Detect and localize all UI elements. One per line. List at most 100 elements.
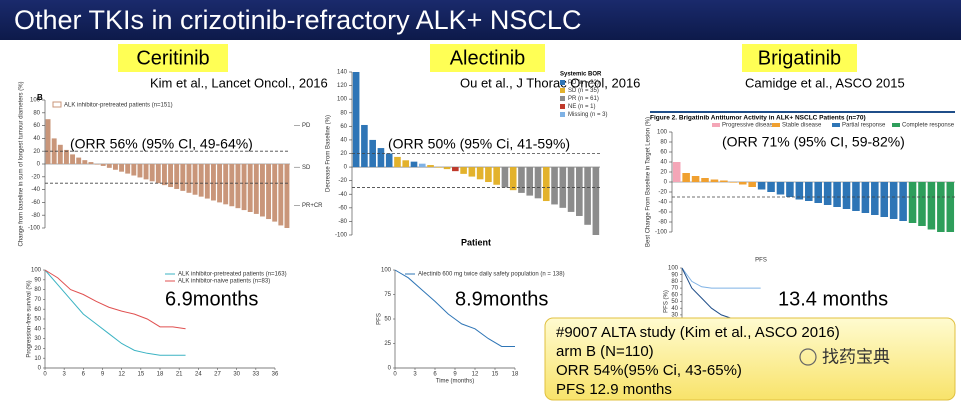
- bar: [235, 164, 241, 209]
- x-tick-label: 30: [233, 372, 240, 378]
- bar: [576, 167, 583, 216]
- legend-label: ALK inhibitor-naive patients (n=83): [178, 279, 270, 285]
- y-tick-label: -40: [658, 200, 667, 206]
- y-tick-label: 80: [660, 140, 667, 146]
- bar: [889, 182, 898, 219]
- bar: [937, 182, 945, 232]
- y-tick-label: 40: [34, 326, 41, 332]
- bar: [729, 182, 738, 183]
- bar: [526, 167, 534, 196]
- legend-swatch: [560, 88, 565, 93]
- survival-curve: [394, 269, 515, 347]
- y-tick-label: 100: [30, 98, 41, 104]
- bar: [278, 164, 284, 226]
- y-tick-label: 40: [671, 306, 678, 312]
- x-tick-label: 9: [101, 372, 105, 378]
- x-axis-label: Time (months): [436, 379, 474, 385]
- bar: [534, 167, 542, 199]
- bar: [493, 167, 500, 185]
- orr-text: (ORR 50% (95% Ci, 41-59%): [388, 136, 570, 152]
- x-tick-label: 9: [453, 372, 457, 378]
- bar: [247, 164, 253, 212]
- legend-swatch: [832, 123, 840, 127]
- y-axis-label: Change from baseline in sum of longest t…: [19, 81, 25, 246]
- bar: [284, 164, 290, 228]
- bar: [805, 182, 813, 201]
- y-tick-label: 0: [344, 165, 348, 171]
- survival-curve: [44, 269, 186, 356]
- y-tick-label: 25: [384, 341, 391, 347]
- survival-curve: [681, 267, 761, 289]
- bar: [871, 182, 879, 215]
- bar: [786, 182, 794, 197]
- x-tick-label: 6: [82, 372, 86, 378]
- bar: [352, 72, 360, 168]
- bar: [266, 164, 272, 220]
- bar: [100, 164, 106, 166]
- bar: [410, 161, 418, 168]
- y-tick-label: 80: [340, 110, 347, 116]
- y-tick-label: 100: [668, 266, 679, 272]
- y-tick-label: 40: [340, 137, 347, 143]
- y-tick-label: 30: [34, 336, 41, 342]
- bar: [691, 176, 700, 182]
- drug-tag: [742, 44, 857, 72]
- watermark-icon: [799, 348, 817, 366]
- legend-label: PR (n = 61): [568, 96, 599, 102]
- bar: [927, 182, 936, 230]
- x-tick-label: 6: [433, 372, 437, 378]
- legend-label: ALK inhibitor-pretreated patients (n=151…: [64, 103, 173, 109]
- bar: [137, 164, 143, 178]
- bar: [880, 182, 889, 217]
- bar: [899, 182, 907, 221]
- pfs-text: 8.9months: [455, 288, 548, 310]
- bar: [229, 164, 235, 207]
- bar: [567, 167, 575, 212]
- bar: [259, 164, 265, 217]
- y-tick-label: -20: [658, 190, 667, 196]
- bar: [501, 167, 509, 188]
- bar: [149, 164, 155, 182]
- x-tick-label: 21: [176, 372, 183, 378]
- bar: [119, 164, 125, 172]
- header-band: [0, 0, 961, 40]
- bar: [161, 164, 167, 186]
- y-tick-label: 0: [38, 366, 42, 372]
- bar: [198, 164, 204, 197]
- bar: [204, 164, 210, 199]
- x-tick-label: 36: [272, 372, 279, 378]
- x-tick-label: 18: [157, 372, 164, 378]
- legend-title: Systemic BOR: [560, 72, 602, 78]
- bar: [168, 164, 174, 188]
- legend-swatch: [892, 123, 900, 127]
- content: Ceritinib Kim et al., Lancet Oncol., 2016…: [19, 44, 956, 401]
- bar: [143, 164, 149, 180]
- y-tick-label: 0: [37, 162, 41, 168]
- bar: [710, 179, 719, 182]
- y-tick-label: -80: [338, 219, 347, 225]
- y-tick-label: -100: [28, 226, 41, 232]
- legend-swatch: [712, 123, 720, 127]
- bar: [63, 149, 69, 164]
- y-tick-label: 60: [34, 307, 41, 313]
- bar: [918, 182, 926, 226]
- y-tick-label: 10: [34, 356, 41, 362]
- zone-label: PR+CR: [302, 203, 323, 209]
- drug-tag: [430, 44, 545, 72]
- legend-swatch: [560, 96, 565, 101]
- y-tick-label: 80: [671, 279, 678, 285]
- y-tick-label: 60: [660, 150, 667, 156]
- y-tick-label: 20: [34, 346, 41, 352]
- callout-box: [544, 317, 956, 401]
- x-tick-label: 33: [252, 372, 259, 378]
- x-tick-label: 18: [512, 372, 519, 378]
- legend-label: SD (n = 35): [568, 88, 599, 94]
- legend-swatch: [772, 123, 780, 127]
- bar: [180, 164, 186, 191]
- x-tick-label: 27: [214, 372, 221, 378]
- callout-line: arm B (N=110): [556, 343, 654, 360]
- citation: Kim et al., Lancet Oncol., 2016: [150, 75, 328, 90]
- legend-label: Alectinib 600 mg twice daily safety popu…: [418, 272, 565, 278]
- orr-text: (ORR 71% (95% CI, 59-82%): [722, 134, 905, 150]
